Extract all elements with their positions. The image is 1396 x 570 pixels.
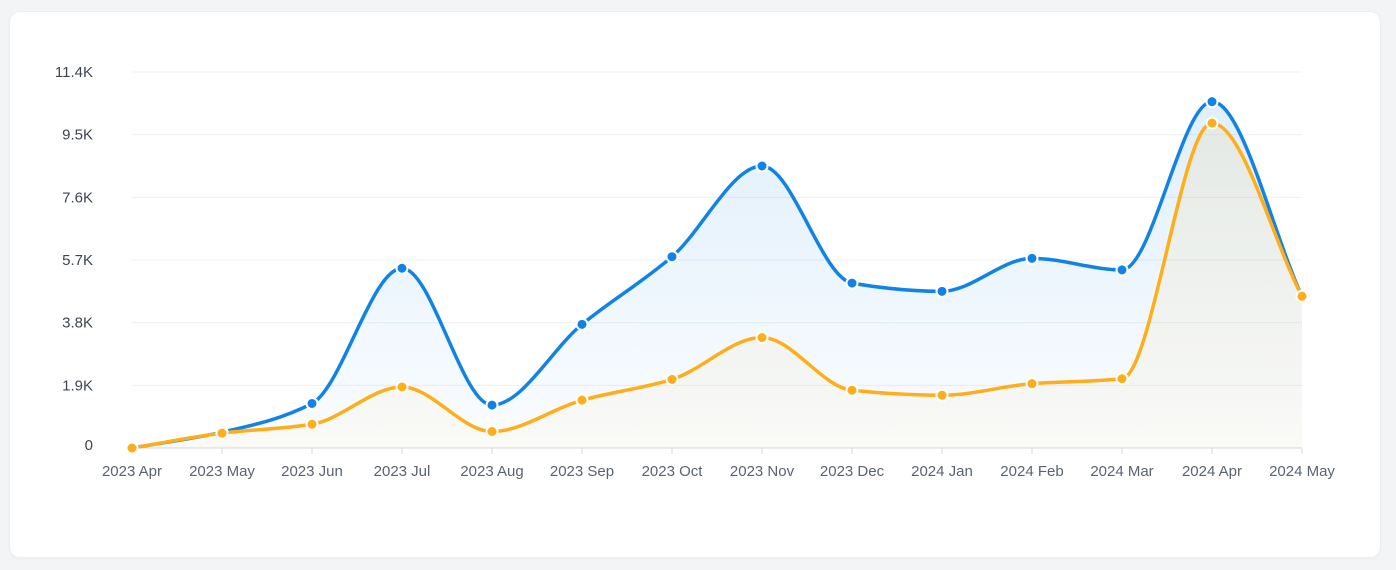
series-1-point[interactable] <box>1025 251 1039 265</box>
y-tick-label: 7.6K <box>62 189 93 206</box>
series-1-point[interactable] <box>665 250 679 264</box>
series-1-point[interactable] <box>305 396 319 410</box>
series-1-point[interactable] <box>935 284 949 298</box>
y-tick-label: 1.9K <box>62 377 93 394</box>
x-tick-label: 2023 Nov <box>730 463 795 480</box>
series-2-point[interactable] <box>1025 377 1039 391</box>
series-areas <box>132 101 1302 449</box>
x-tick-label: 2023 Oct <box>642 463 704 480</box>
x-tick-label: 2024 Feb <box>1000 463 1063 480</box>
series-1-point[interactable] <box>1115 263 1129 277</box>
x-tick-label: 2023 Dec <box>820 463 885 480</box>
series-2-point[interactable] <box>1115 372 1129 386</box>
y-tick-label: 11.4K <box>55 64 93 81</box>
series-2-point[interactable] <box>305 417 319 431</box>
series-points <box>125 95 1309 455</box>
series-2-point[interactable] <box>395 380 409 394</box>
series-2-point[interactable] <box>845 383 859 397</box>
y-tick-label: 3.8K <box>62 315 93 332</box>
y-tick-label: 5.7K <box>62 252 93 269</box>
y-tick-label: 0 <box>85 437 93 454</box>
series-1-area <box>132 101 1302 449</box>
x-tick-label: 2023 Apr <box>102 463 162 480</box>
x-tick-label: 2024 Jan <box>911 463 973 480</box>
x-tick-label: 2024 Apr <box>1182 463 1242 480</box>
x-tick-label: 2023 Aug <box>460 463 523 480</box>
x-tick-label: 2023 Sep <box>550 463 614 480</box>
x-tick-label: 2024 Mar <box>1090 463 1153 480</box>
series-1-point[interactable] <box>485 398 499 412</box>
series-2-point[interactable] <box>575 393 589 407</box>
x-tick-label: 2023 May <box>189 463 255 480</box>
series-1-point[interactable] <box>395 261 409 275</box>
series-2-point[interactable] <box>755 331 769 345</box>
series-2-point[interactable] <box>125 441 139 455</box>
series-2-point[interactable] <box>665 372 679 386</box>
series-1-point[interactable] <box>1205 95 1219 109</box>
series-2-point[interactable] <box>1295 289 1309 303</box>
series-1-point[interactable] <box>845 276 859 290</box>
y-tick-label: 9.5K <box>62 127 93 144</box>
series-2-point[interactable] <box>935 388 949 402</box>
series-1-line <box>130 99 1304 450</box>
x-tick-label: 2023 Jun <box>281 463 343 480</box>
series-2-area <box>132 123 1302 449</box>
x-axis: 2023 Apr 2023 May 2023 Jun 2023 Jul 2023 Aug… <box>102 447 1335 480</box>
y-axis-ticks: 0 1.9K 3.8K 5.7K 7.6K 9.5K 11.4K <box>55 64 93 454</box>
series-2-point[interactable] <box>215 426 229 440</box>
series-1-point[interactable] <box>755 159 769 173</box>
series-2-point[interactable] <box>485 425 499 439</box>
x-tick-label: 2024 May <box>1269 463 1335 480</box>
series-2-point[interactable] <box>1205 116 1219 130</box>
series-1-point[interactable] <box>575 317 589 331</box>
x-tick-label: 2023 Jul <box>374 463 431 480</box>
